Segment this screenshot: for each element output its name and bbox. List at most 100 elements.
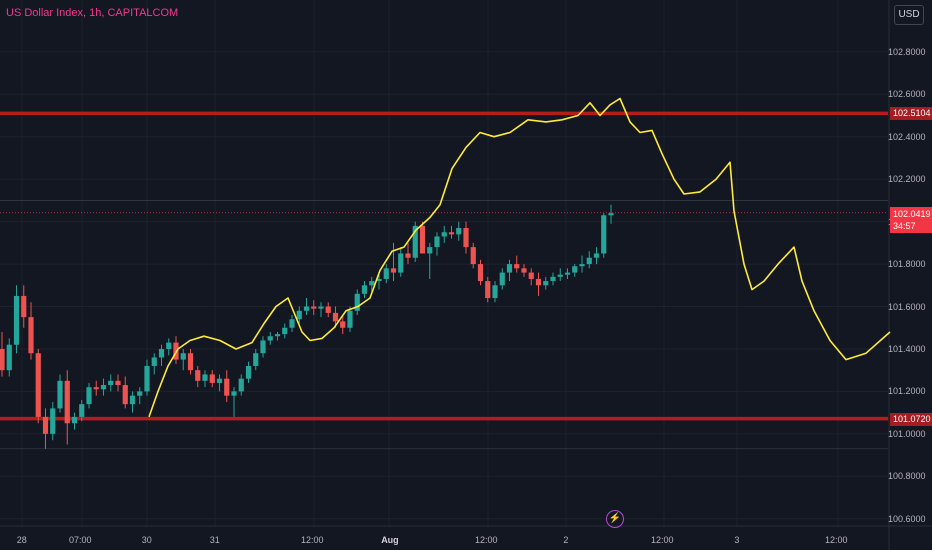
candle-body — [100, 385, 107, 390]
candle-body — [296, 310, 302, 320]
candle-body — [57, 380, 63, 409]
candle-body — [340, 321, 346, 328]
candle-body — [187, 353, 194, 371]
symbol-title[interactable]: US Dollar Index, 1h, CAPITALCOM — [6, 7, 179, 19]
candle-body — [398, 253, 404, 273]
bar-countdown: 34:57 — [893, 220, 916, 231]
time-tick-label: 12:00 — [475, 535, 498, 545]
price-tick-label: 101.6000 — [888, 301, 926, 312]
candle-body — [151, 357, 157, 366]
candle-body — [129, 395, 136, 405]
candle-body — [601, 215, 607, 254]
lower-level-tag: 101.0720 — [890, 412, 932, 426]
candle-body — [282, 327, 288, 335]
candle-body — [42, 416, 49, 434]
candle-body — [521, 268, 527, 273]
candle-body — [158, 348, 165, 358]
candle-body — [166, 342, 172, 349]
time-tick-label: Aug — [381, 535, 399, 545]
candle-body — [245, 365, 252, 379]
candle-body — [267, 336, 273, 341]
time-tick-label: 30 — [141, 535, 152, 545]
candle-body — [376, 278, 382, 282]
price-tick-label: 102.2000 — [888, 174, 926, 185]
upper-level-tag: 102.5104 — [890, 107, 932, 121]
time-tick-label: 12:00 — [301, 535, 324, 545]
candle-body — [550, 276, 556, 282]
current-price-tag: 102.0419 34:57 — [890, 206, 932, 233]
candle-body — [514, 264, 520, 269]
candle-body — [289, 319, 295, 328]
candle-body — [434, 236, 440, 248]
candle-body — [79, 404, 85, 417]
candle-body — [506, 264, 513, 273]
candle-body — [441, 232, 447, 237]
candle-body — [485, 281, 491, 299]
candle-body — [115, 380, 121, 386]
price-tick-label: 101.0000 — [888, 428, 926, 439]
candle-body — [195, 370, 201, 381]
time-tick-label: 2 — [563, 535, 569, 545]
candle-body — [93, 387, 99, 390]
currency-button[interactable]: USD — [894, 5, 924, 25]
candle-body — [231, 391, 237, 396]
candle-body — [412, 225, 418, 258]
candle-body — [144, 365, 150, 392]
candle-body — [50, 408, 56, 434]
time-tick-label: 12:00 — [825, 535, 848, 545]
candle-body — [71, 416, 78, 424]
candle-body — [253, 353, 259, 366]
candle-body — [543, 281, 549, 286]
lightning-icon[interactable]: ⚡ — [606, 510, 624, 528]
candle-body — [6, 344, 12, 371]
candle-body — [209, 374, 215, 383]
candle-body — [492, 285, 498, 299]
candle-body — [528, 272, 534, 279]
candle-body — [586, 257, 592, 265]
candle-body — [470, 247, 476, 265]
price-tick-label: 102.8000 — [888, 46, 926, 57]
candle-body — [108, 380, 114, 386]
candle-body — [260, 340, 266, 354]
candle-body — [274, 334, 281, 337]
candle-body — [499, 272, 505, 286]
candle-body — [13, 295, 20, 345]
time-tick-label: 3 — [734, 535, 740, 545]
candle-body — [405, 253, 411, 258]
time-tick-label: 12:00 — [651, 535, 674, 545]
candle-body — [390, 268, 397, 273]
price-tick-label: 102.4000 — [888, 131, 926, 142]
candle-body — [579, 264, 585, 267]
candle-body — [202, 374, 208, 381]
candle-body — [122, 385, 128, 405]
candle-body — [325, 306, 331, 313]
price-tick-label: 102.6000 — [888, 89, 926, 100]
time-tick-label: 07:00 — [69, 535, 92, 545]
price-tick-label: 101.8000 — [888, 259, 926, 270]
candle-body — [137, 391, 143, 396]
candle-body — [303, 306, 310, 311]
candle-body — [608, 213, 614, 216]
price-tick-label: 101.4000 — [888, 343, 926, 354]
time-tick-label: 31 — [209, 535, 220, 545]
candle-body — [463, 228, 469, 248]
candle-body — [347, 310, 353, 328]
candle-body — [35, 353, 41, 417]
candle-body — [311, 306, 317, 309]
candle-body — [86, 387, 92, 405]
candle-body — [318, 306, 324, 309]
candle-body — [477, 264, 484, 282]
price-tick-label: 100.6000 — [888, 513, 926, 524]
candle-body — [593, 253, 600, 258]
candle-body — [419, 225, 426, 254]
candle-body — [456, 228, 462, 235]
candle-body — [383, 268, 389, 279]
candle-body — [572, 266, 578, 273]
candle-body — [21, 295, 27, 318]
candle-body — [427, 247, 433, 254]
candle-body — [224, 378, 230, 396]
candle-body — [216, 378, 223, 383]
candle-body — [448, 232, 455, 235]
